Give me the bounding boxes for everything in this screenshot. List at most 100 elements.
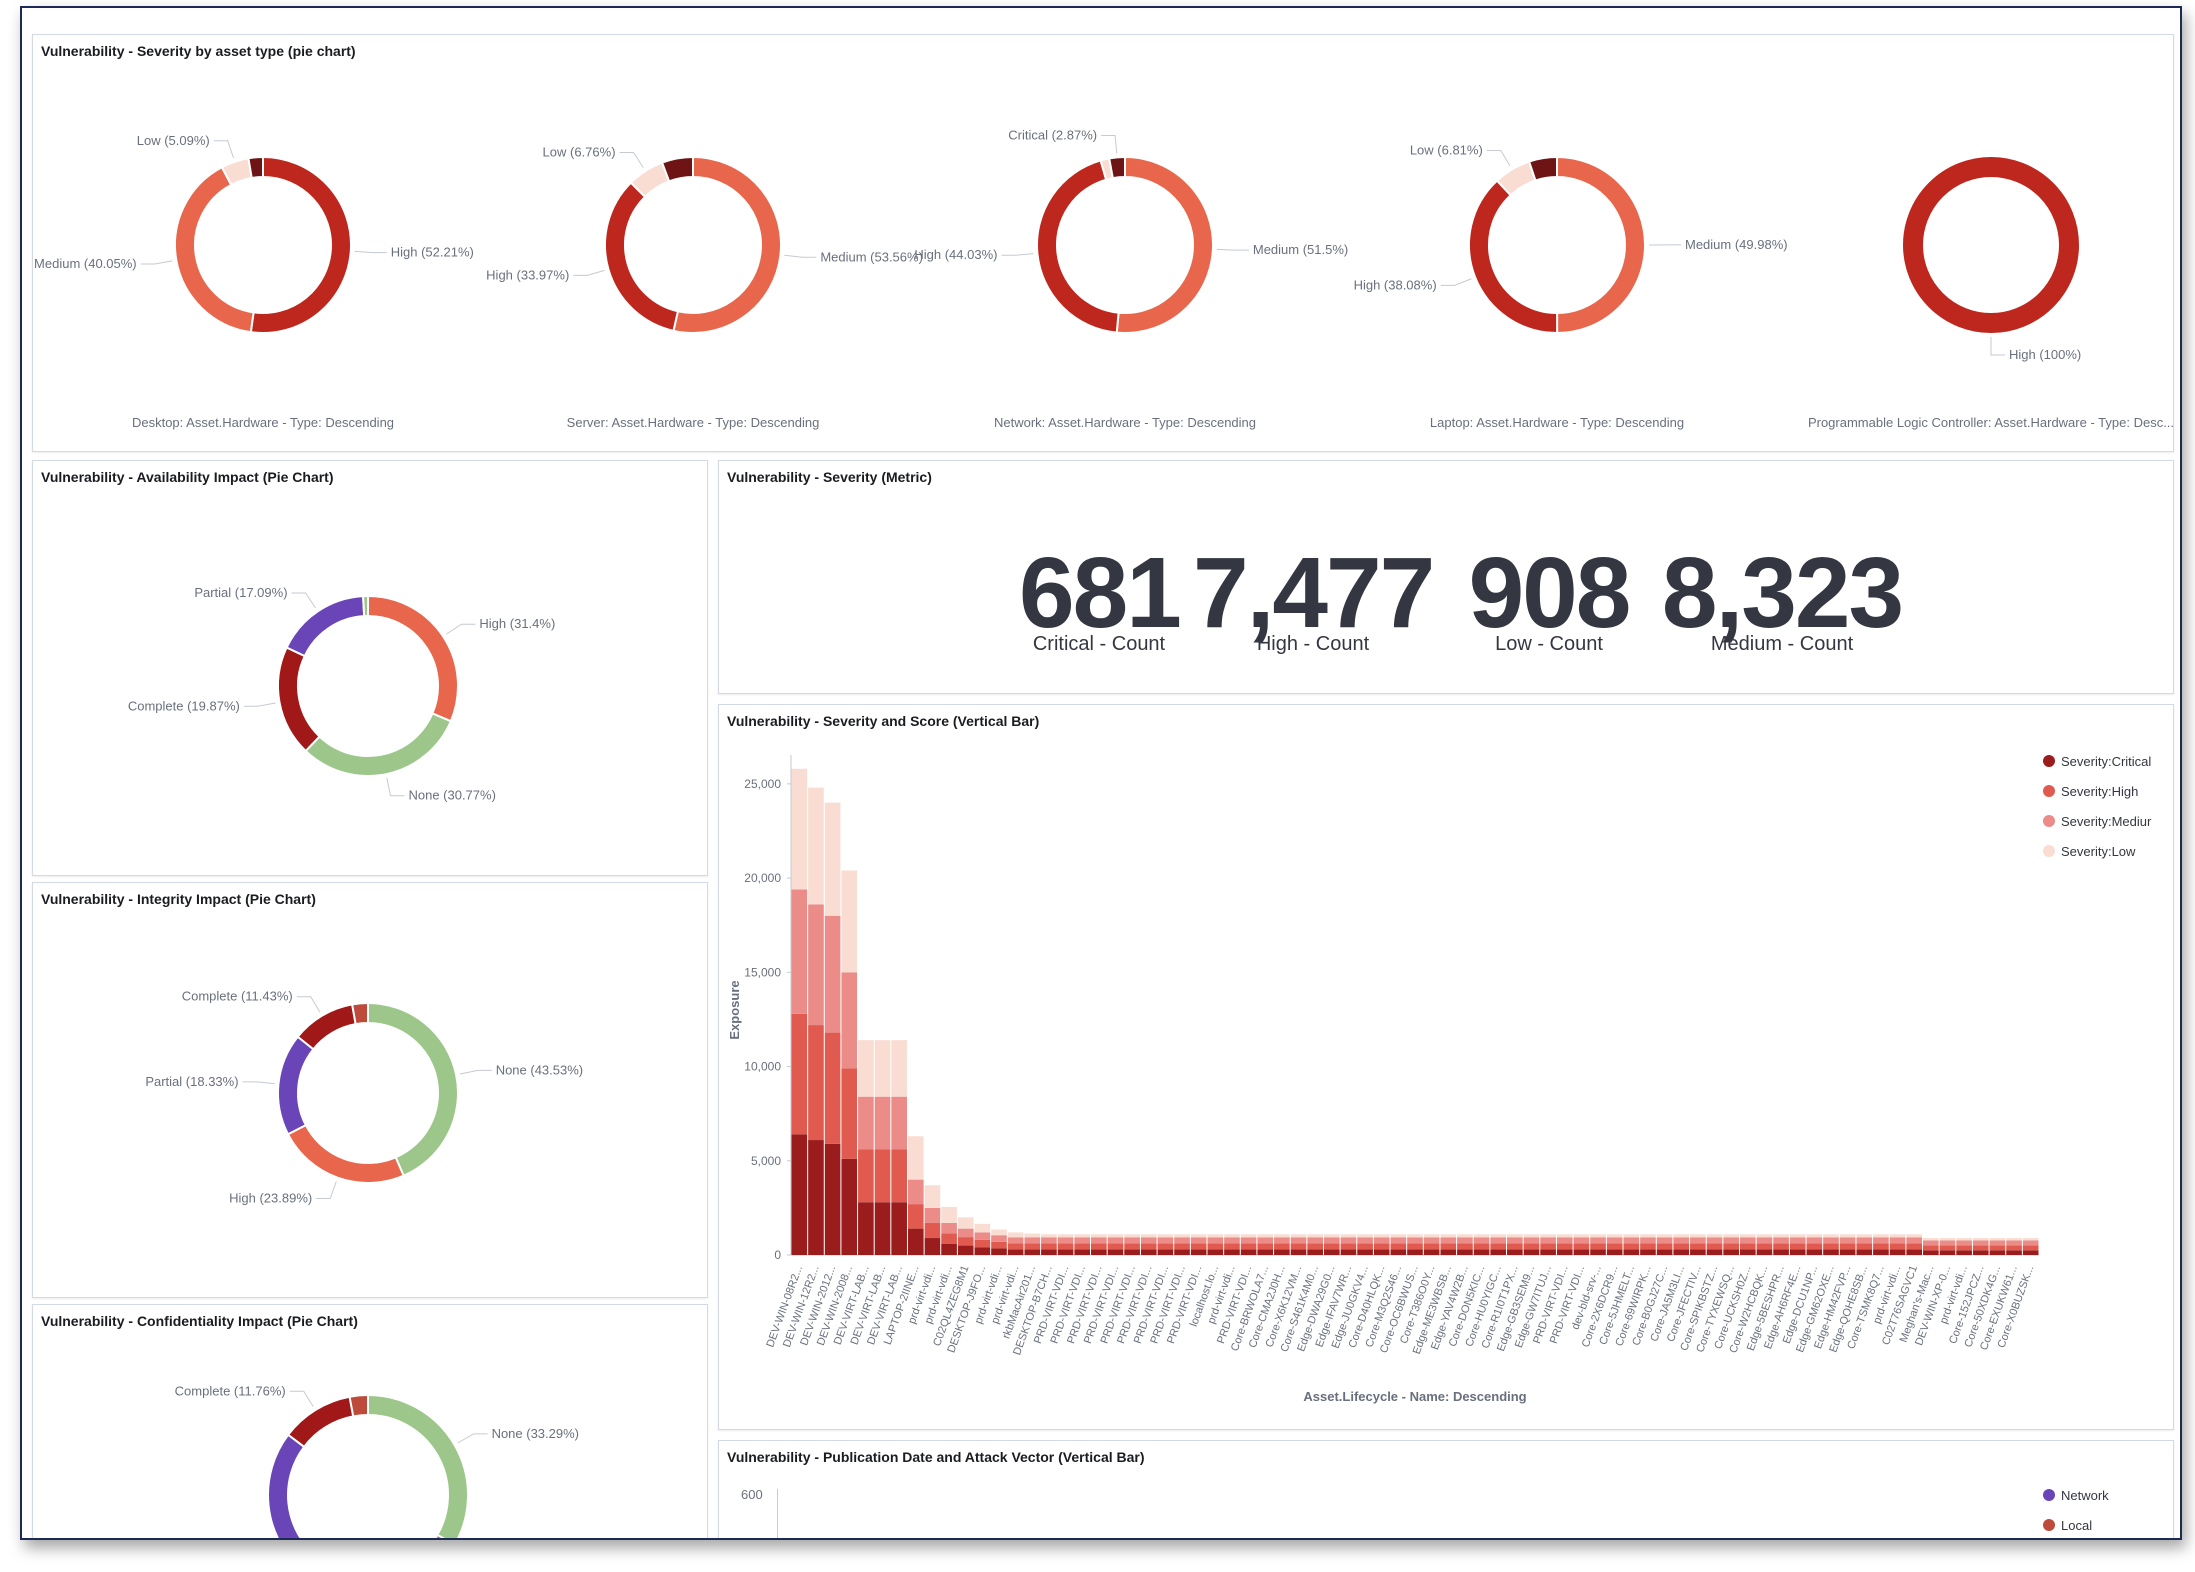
pie-slice[interactable] [174,165,255,334]
bar-segment[interactable] [841,972,858,1069]
bar-segment[interactable] [1091,1237,1107,1244]
legend-item-critical[interactable]: Severity:Critical [2043,754,2151,769]
bar-segment[interactable] [1240,1249,1257,1255]
bar-segment[interactable] [1423,1237,1440,1244]
bar-segment[interactable] [1739,1237,1756,1244]
bar-segment[interactable] [1706,1249,1723,1255]
bar-segment[interactable] [1723,1237,1739,1244]
bar-segment[interactable] [1523,1237,1540,1244]
bar-segment[interactable] [791,889,808,1014]
bar-segment[interactable] [1207,1237,1224,1244]
bar-segment[interactable] [1407,1243,1423,1250]
bar-segment[interactable] [1873,1249,1889,1255]
bar-segment[interactable] [1107,1249,1124,1255]
bar-segment[interactable] [1091,1234,1107,1238]
bar-segment[interactable] [1423,1249,1440,1255]
bar-segment[interactable] [1590,1234,1606,1238]
bar-segment[interactable] [1307,1243,1323,1250]
bar-segment[interactable] [791,768,808,890]
bar-segment[interactable] [858,1202,874,1255]
pie-slice[interactable] [367,1393,469,1540]
bar-segment[interactable] [1789,1234,1806,1238]
bar-segment[interactable] [1091,1249,1107,1255]
bar-segment[interactable] [941,1222,957,1234]
bar-segment[interactable] [1739,1249,1756,1255]
bar-segment[interactable] [1224,1243,1240,1250]
bar-segment[interactable] [1573,1237,1590,1244]
bar-segment[interactable] [2022,1245,2039,1251]
pie-slice[interactable] [362,594,369,618]
bar-segment[interactable] [941,1206,957,1223]
bar-segment[interactable] [1024,1249,1041,1255]
bar-segment[interactable] [1923,1238,1939,1241]
bar-segment[interactable] [1806,1243,1823,1250]
pie-slice[interactable] [367,594,459,723]
bar-segment[interactable] [791,1013,808,1135]
bar-segment[interactable] [974,1223,991,1233]
pie-slice[interactable] [672,155,782,334]
bar-segment[interactable] [2006,1245,2022,1251]
bar-segment[interactable] [1889,1237,1906,1244]
bar-segment[interactable] [1440,1234,1457,1238]
bar-segment[interactable] [1041,1249,1057,1255]
bar-segment[interactable] [1323,1249,1340,1255]
bar-segment[interactable] [824,1032,841,1144]
bar-segment[interactable] [1673,1243,1690,1250]
bar-segment[interactable] [1473,1243,1490,1250]
bar-segment[interactable] [1856,1243,1873,1250]
pie-slice[interactable] [350,1001,369,1026]
bar-segment[interactable] [1140,1234,1157,1238]
bar-segment[interactable] [2022,1250,2039,1255]
bar-segment[interactable] [1523,1249,1540,1255]
bar-segment[interactable] [1224,1234,1240,1238]
pie-slice[interactable] [285,595,366,658]
bar-segment[interactable] [1041,1243,1057,1250]
bar-segment[interactable] [1906,1249,1923,1255]
legend-item-medium[interactable]: Severity:Mediur [2043,814,2151,829]
bar-segment[interactable] [1756,1237,1773,1244]
bar-segment[interactable] [1207,1243,1224,1250]
bar-segment[interactable] [1823,1243,1839,1250]
legend-item-network[interactable]: Network [2043,1488,2109,1503]
bar-segment[interactable] [1357,1234,1373,1238]
bar-segment[interactable] [1340,1234,1357,1238]
bar-segment[interactable] [1606,1249,1623,1255]
bar-segment[interactable] [1007,1243,1024,1250]
bar-segment[interactable] [1440,1243,1457,1250]
legend-item-high[interactable]: Severity:High [2043,784,2138,799]
pie-slice[interactable] [277,646,321,753]
bar-segment[interactable] [1307,1237,1323,1244]
bar-segment[interactable] [858,1149,874,1203]
bar-segment[interactable] [1972,1240,1989,1246]
bar-segment[interactable] [1706,1237,1723,1244]
bar-segment[interactable] [1407,1249,1423,1255]
bar-segment[interactable] [1390,1243,1407,1250]
bar-segment[interactable] [1357,1249,1373,1255]
bar-segment[interactable] [1190,1243,1207,1250]
bar-segment[interactable] [1074,1237,1091,1244]
bar-segment[interactable] [1773,1237,1789,1244]
pie-slice[interactable] [1903,157,2079,333]
bar-segment[interactable] [1806,1234,1823,1238]
bar-segment[interactable] [1540,1234,1556,1238]
bar-segment[interactable] [1507,1237,1523,1244]
bar-segment[interactable] [1756,1249,1773,1255]
bar-segment[interactable] [1673,1249,1690,1255]
bar-segment[interactable] [1107,1243,1124,1250]
bar-segment[interactable] [1956,1240,1972,1246]
bar-segment[interactable] [924,1207,941,1223]
bar-segment[interactable] [1057,1243,1074,1250]
bar-segment[interactable] [907,1179,924,1205]
bar-segment[interactable] [808,1025,824,1141]
bar-segment[interactable] [1457,1243,1473,1250]
pie-slice[interactable] [348,1393,369,1418]
bar-segment[interactable] [1923,1245,1939,1251]
bar-segment[interactable] [1457,1249,1473,1255]
bar-segment[interactable] [1939,1238,1956,1241]
bar-segment[interactable] [1656,1234,1673,1238]
bar-segment[interactable] [1140,1237,1157,1244]
bar-segment[interactable] [1473,1237,1490,1244]
bar-segment[interactable] [1157,1249,1174,1255]
bar-segment[interactable] [1923,1250,1939,1255]
bar-segment[interactable] [1540,1249,1556,1255]
